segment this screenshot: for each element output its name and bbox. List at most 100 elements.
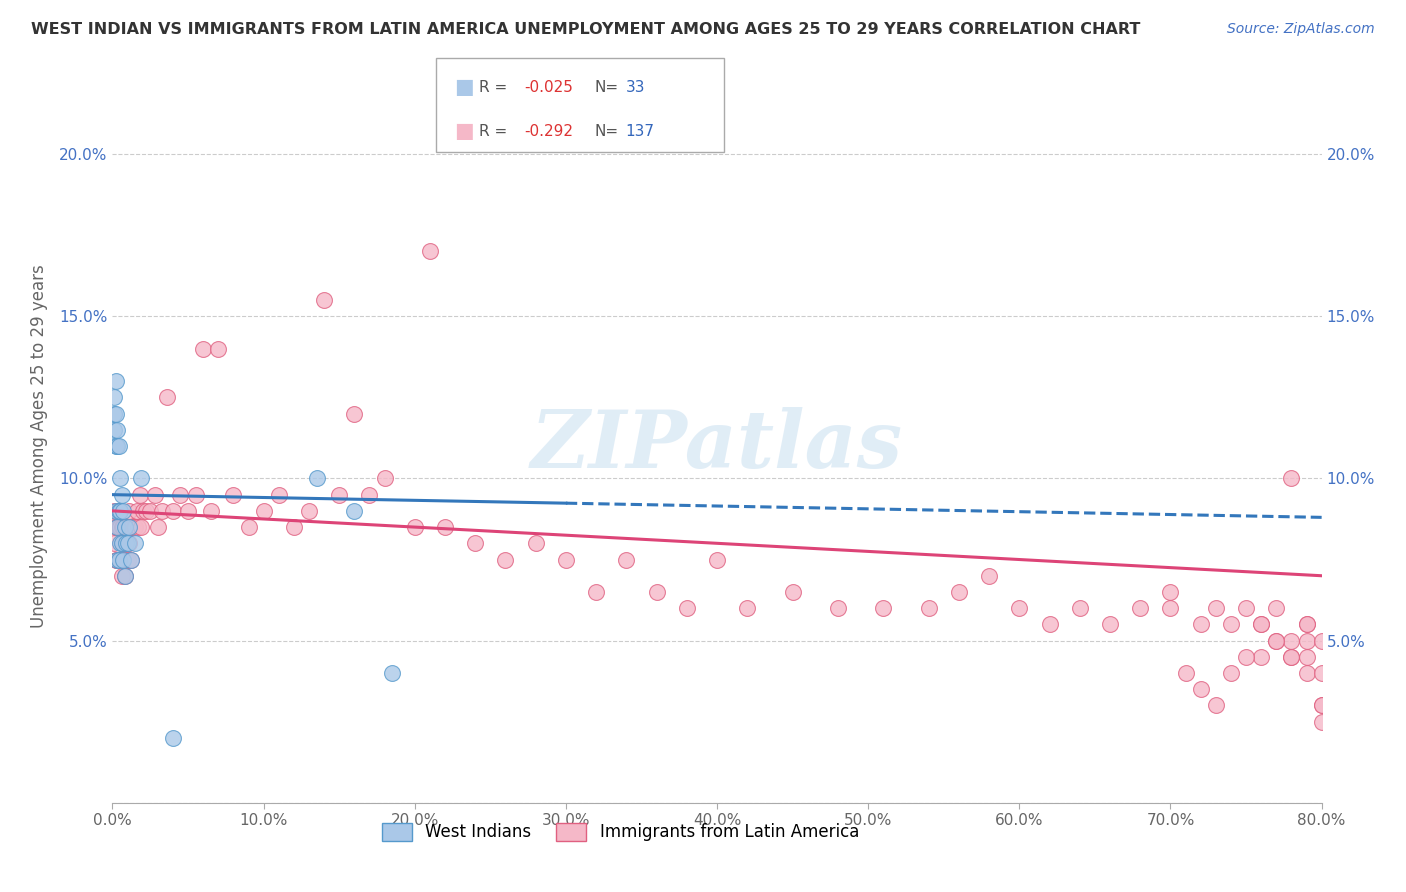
Point bbox=[177, 504, 200, 518]
Point bbox=[143, 488, 166, 502]
Point bbox=[1295, 617, 1317, 632]
Point bbox=[1279, 633, 1302, 648]
Point bbox=[305, 471, 328, 485]
Point bbox=[645, 585, 668, 599]
Text: ■: ■ bbox=[454, 121, 474, 141]
Point bbox=[150, 504, 173, 518]
Point bbox=[104, 407, 127, 421]
Point bbox=[1250, 649, 1272, 664]
Point bbox=[267, 488, 290, 502]
Point bbox=[104, 439, 127, 453]
Point bbox=[108, 504, 131, 518]
Point bbox=[419, 244, 441, 259]
Point bbox=[103, 390, 125, 404]
Text: 33: 33 bbox=[626, 80, 645, 95]
Point bbox=[112, 536, 135, 550]
Point bbox=[107, 552, 129, 566]
Point bbox=[103, 407, 125, 421]
Point bbox=[1295, 666, 1317, 681]
Point bbox=[110, 536, 132, 550]
Point bbox=[1265, 633, 1288, 648]
Point bbox=[114, 568, 136, 582]
Point bbox=[1189, 617, 1212, 632]
Point bbox=[1098, 617, 1121, 632]
Point bbox=[977, 568, 1000, 582]
Point bbox=[110, 488, 132, 502]
Point bbox=[110, 536, 132, 550]
Point bbox=[114, 568, 136, 582]
Point bbox=[132, 504, 155, 518]
Point bbox=[108, 471, 131, 485]
Text: Source: ZipAtlas.com: Source: ZipAtlas.com bbox=[1227, 22, 1375, 37]
Point bbox=[127, 520, 149, 534]
Point bbox=[374, 471, 396, 485]
Point bbox=[1038, 617, 1062, 632]
Text: WEST INDIAN VS IMMIGRANTS FROM LATIN AMERICA UNEMPLOYMENT AMONG AGES 25 TO 29 YE: WEST INDIAN VS IMMIGRANTS FROM LATIN AME… bbox=[31, 22, 1140, 37]
Point bbox=[162, 731, 184, 745]
Point bbox=[169, 488, 191, 502]
Text: ZIPatlas: ZIPatlas bbox=[531, 408, 903, 484]
Point bbox=[918, 601, 941, 615]
Point bbox=[1279, 471, 1302, 485]
Text: R =: R = bbox=[479, 80, 508, 95]
Point bbox=[103, 536, 125, 550]
Point bbox=[706, 552, 728, 566]
Point bbox=[1310, 666, 1333, 681]
Point bbox=[495, 552, 517, 566]
Point bbox=[108, 536, 131, 550]
Point bbox=[115, 552, 138, 566]
Point bbox=[105, 552, 128, 566]
Point bbox=[207, 342, 229, 356]
Point bbox=[117, 520, 139, 534]
Point bbox=[1279, 649, 1302, 664]
Point bbox=[1069, 601, 1091, 615]
Point bbox=[125, 504, 148, 518]
Point bbox=[1174, 666, 1197, 681]
Point bbox=[433, 520, 456, 534]
Point bbox=[1205, 698, 1227, 713]
Point bbox=[524, 536, 547, 550]
Point bbox=[117, 552, 139, 566]
Point bbox=[404, 520, 426, 534]
Point bbox=[135, 504, 157, 518]
Point bbox=[737, 601, 759, 615]
Point bbox=[122, 520, 145, 534]
Point bbox=[114, 520, 136, 534]
Point bbox=[1279, 649, 1302, 664]
Point bbox=[114, 520, 136, 534]
Point bbox=[108, 520, 131, 534]
Point bbox=[105, 423, 128, 437]
Point bbox=[105, 520, 128, 534]
Point bbox=[1159, 601, 1181, 615]
Text: N=: N= bbox=[595, 80, 619, 95]
Point bbox=[554, 552, 576, 566]
Point bbox=[115, 536, 138, 550]
Point bbox=[1205, 601, 1227, 615]
Point bbox=[120, 520, 142, 534]
Point bbox=[1310, 698, 1333, 713]
Point bbox=[139, 504, 162, 518]
Point bbox=[1250, 617, 1272, 632]
Point bbox=[108, 552, 131, 566]
Point bbox=[314, 293, 336, 307]
Point bbox=[112, 504, 135, 518]
Point bbox=[827, 601, 849, 615]
Point bbox=[464, 536, 486, 550]
Point bbox=[1129, 601, 1152, 615]
Point bbox=[1310, 633, 1333, 648]
Text: -0.025: -0.025 bbox=[524, 80, 574, 95]
Point bbox=[675, 601, 697, 615]
Point bbox=[782, 585, 804, 599]
Point bbox=[107, 504, 129, 518]
Point bbox=[948, 585, 970, 599]
Point bbox=[1159, 585, 1181, 599]
Point bbox=[103, 504, 125, 518]
Point bbox=[1234, 649, 1257, 664]
Point bbox=[129, 471, 152, 485]
Point bbox=[191, 342, 214, 356]
Point bbox=[129, 520, 152, 534]
Point bbox=[156, 390, 179, 404]
Point bbox=[112, 552, 135, 566]
Point bbox=[328, 488, 350, 502]
Point bbox=[222, 488, 245, 502]
